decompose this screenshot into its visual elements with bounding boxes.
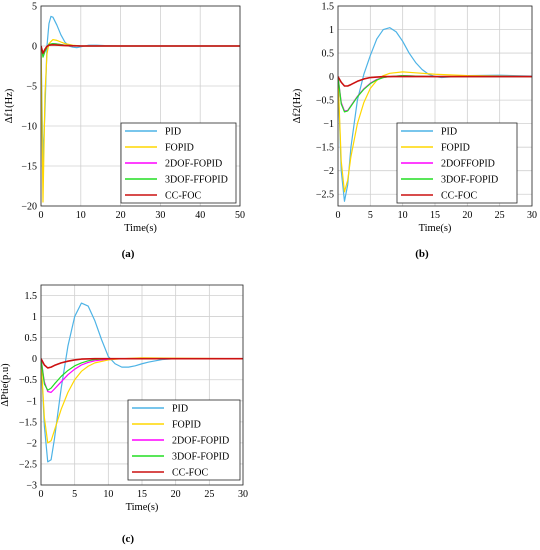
- chart-panel-3: 0 5 10 15 20 25 30 1.5 1 0.5 0 −0.5 −1 −1.5 −2 −2.5 −3 Ti…: [0, 284, 248, 545]
- x-tick-label: 10: [103, 489, 113, 500]
- y-axis-label: Δf1(Hz): [4, 88, 15, 123]
- y-tick-label: 1: [329, 25, 334, 36]
- x-tick-label: 20: [171, 489, 181, 500]
- x-tick-label: 5: [72, 489, 77, 500]
- x-tick-label: 30: [527, 210, 537, 221]
- y-tick-label: −1.5: [316, 143, 334, 154]
- series-line-cc-foc: [41, 43, 240, 55]
- legend: PID FOPID 2DOF-FOPID 3DOF-FOPID CC-FOC: [127, 399, 241, 481]
- x-tick-label: 0: [336, 210, 341, 221]
- y-tick-label: −2.5: [316, 190, 334, 201]
- x-tick-label: 20: [462, 210, 472, 221]
- y-tick-label: 0.5: [322, 49, 335, 60]
- y-tick-label: 1.5: [322, 2, 335, 13]
- legend-label: FOPID: [441, 143, 470, 154]
- legend-label: 2DOF-FOPID: [165, 159, 222, 170]
- x-axis-label: Time(s): [126, 502, 159, 513]
- x-tick-label: 25: [495, 210, 505, 221]
- panel-label: (b): [415, 248, 429, 260]
- x-tick-label: 40: [195, 210, 205, 221]
- y-tick-label: −2: [323, 166, 334, 177]
- y-axis-label: Δf2(Hz): [292, 88, 303, 123]
- axes-frame: [40, 284, 244, 486]
- legend-label: 3DOF-FOPID: [441, 175, 498, 186]
- x-axis-label: Time(s): [124, 223, 157, 234]
- x-tick-label: 50: [235, 210, 245, 221]
- legend: PID FOPID 2DOF-FOPID 3DOF-FFOPID CC-FOC: [120, 122, 237, 204]
- axes-frame: [337, 5, 533, 207]
- legend-label: FOPID: [172, 420, 201, 431]
- x-tick-label: 5: [368, 210, 373, 221]
- legend-label: CC-FOC: [441, 191, 477, 202]
- x-tick-label: 0: [39, 210, 44, 221]
- legend: PID FOPID 2DOFFOPID 3DOF-FOPID CC-FOC: [396, 122, 518, 204]
- y-tick-label: −1.5: [19, 417, 37, 428]
- y-tick-label: −1: [26, 396, 37, 407]
- x-tick-label: 10: [76, 210, 86, 221]
- y-tick-label: 0: [329, 72, 334, 83]
- y-tick-label: 0.5: [25, 333, 38, 344]
- y-tick-label: 0: [32, 354, 37, 365]
- y-tick-label: 1: [32, 312, 37, 323]
- chart-panel-2: 0 5 10 15 20 25 30 1.5 1 0.5 0 −0.5 −1 −1.5 −2 −2.5 Time…: [292, 2, 537, 261]
- legend-label: 2DOFFOPID: [441, 159, 495, 170]
- legend-label: 3DOF-FFOPID: [165, 175, 228, 186]
- y-tick-label: −0.5: [316, 96, 334, 107]
- series-line-pid: [41, 302, 243, 463]
- y-tick-label: −15: [21, 162, 37, 173]
- legend-label: 3DOF-FOPID: [172, 452, 229, 463]
- legend-label: FOPID: [165, 143, 194, 154]
- legend-label: 2DOF-FOPID: [172, 436, 229, 447]
- y-tick-label: −2.5: [19, 459, 37, 470]
- legend-label: PID: [172, 404, 188, 415]
- x-tick-label: 15: [137, 489, 147, 500]
- y-tick-label: −5: [26, 82, 37, 93]
- legend-label: PID: [441, 127, 457, 138]
- y-tick-label: −20: [21, 202, 37, 213]
- legend-label: CC-FOC: [165, 191, 201, 202]
- y-tick-label: 0: [32, 42, 37, 53]
- chart-panel-1: 0 10 20 30 40 5050−5−10−15−20Time(s)Δf1(Hz)PI…: [4, 2, 245, 261]
- x-tick-label: 25: [204, 489, 214, 500]
- legend-label: PID: [165, 127, 181, 138]
- y-tick-label: −0.5: [19, 375, 37, 386]
- legend-label: CC-FOC: [172, 468, 208, 479]
- series-line-cc-foc: [41, 357, 243, 369]
- x-tick-label: 30: [238, 489, 248, 500]
- series-line-cc-foc: [338, 75, 532, 87]
- y-tick-label: −3: [26, 481, 37, 492]
- y-tick-label: 1.5: [25, 291, 38, 302]
- y-tick-label: −2: [26, 438, 37, 449]
- x-tick-label: 15: [430, 210, 440, 221]
- y-tick-label: 5: [32, 2, 37, 13]
- panel-label: (c): [122, 533, 135, 545]
- x-tick-label: 30: [155, 210, 165, 221]
- x-tick-label: 10: [398, 210, 408, 221]
- x-tick-label: 0: [39, 489, 44, 500]
- y-axis-label: ΔPtie(p.u): [0, 363, 11, 407]
- axes-frame: [40, 5, 241, 207]
- y-tick-label: −1: [323, 119, 334, 130]
- x-axis-label: Time(s): [419, 223, 452, 234]
- panel-label: (a): [122, 248, 135, 260]
- y-tick-label: −10: [21, 122, 37, 133]
- x-tick-label: 20: [116, 210, 126, 221]
